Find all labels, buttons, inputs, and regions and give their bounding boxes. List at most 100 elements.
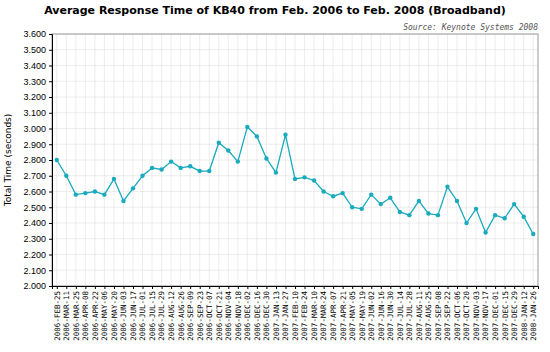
tick: 2006-OCT-07: [205, 286, 214, 341]
tick-mark: [362, 286, 363, 289]
tick-mark: [524, 286, 525, 289]
tick-mark: [133, 286, 134, 289]
x-tick-label: 2006-SEP-23: [196, 291, 205, 341]
x-tick-label: 2006-MAR-25: [72, 291, 81, 341]
x-tick-label: 2007-MAY-05: [348, 291, 357, 341]
x-tick-label: 2007-DEC-29: [510, 291, 519, 341]
tick: 2007-APR-21: [339, 286, 348, 341]
x-tick-label: 2007-AUG-25: [424, 291, 433, 341]
tick-mark: [181, 286, 182, 289]
y-tick-label: 2.700: [23, 171, 46, 181]
tick-mark: [247, 286, 248, 289]
chart: 2006-FEB-252006-MAR-112006-MAR-252006-AP…: [0, 0, 550, 352]
tick-mark: [49, 176, 52, 177]
grid-line: [275, 34, 276, 286]
x-tick-label: 2007-NOV-03: [472, 291, 481, 341]
tick-mark: [266, 286, 267, 289]
x-tick-label: 2007-SEP-08: [434, 291, 443, 341]
tick-mark: [49, 34, 52, 35]
point: [55, 158, 59, 162]
x-tick-label: 2007-MAR-24: [319, 291, 328, 341]
point: [169, 159, 173, 163]
tick-mark: [200, 286, 201, 289]
tick: 2006-DEC-30: [262, 286, 271, 341]
tick-mark: [505, 286, 506, 289]
tick-mark: [295, 286, 296, 289]
x-tick-label: 2006-OCT-21: [215, 291, 224, 341]
grid-line: [180, 34, 181, 286]
tick-mark: [49, 223, 52, 224]
tick: 2006-DEC-16: [253, 286, 262, 341]
point: [531, 232, 535, 236]
tick: 2.000: [23, 281, 52, 291]
tick-mark: [514, 286, 515, 289]
tick: 2006-FEB-25: [53, 286, 62, 341]
y-tick-label: 3.100: [23, 108, 46, 118]
point: [131, 186, 135, 190]
point: [178, 166, 182, 170]
grid-line: [380, 34, 381, 286]
tick: 2007-SEP-08: [434, 286, 443, 341]
x-tick-label: 2007-APR-21: [339, 291, 348, 341]
x-tick-label: 2007-NOV-17: [481, 291, 490, 341]
y-tick-label: 2.100: [23, 266, 46, 276]
point: [283, 133, 287, 137]
y-tick-label: 2.900: [23, 140, 46, 150]
point: [64, 174, 68, 178]
tick: 3.000: [23, 124, 52, 134]
tick-mark: [104, 286, 105, 289]
tick: 2006-MAY-20: [110, 286, 119, 341]
tick: 2006-JUN-03: [119, 286, 128, 341]
point: [159, 167, 163, 171]
tick: 2006-NOV-18: [234, 286, 243, 341]
x-tick-label: 2006-NOV-04: [224, 291, 233, 341]
x-tick-label: 2007-OCT-06: [453, 291, 462, 341]
x-tick-label: 2007-MAR-10: [310, 291, 319, 341]
point: [483, 230, 487, 234]
x-tick-label: 2007-JAN-13: [272, 291, 281, 341]
grid-line: [457, 34, 458, 286]
point: [502, 216, 506, 220]
tick-mark: [57, 286, 58, 289]
grid-line: [523, 34, 524, 286]
tick: 2007-DEC-01: [491, 286, 500, 341]
plot-frame: [52, 34, 538, 286]
tick-mark: [49, 207, 52, 208]
tick-mark: [428, 286, 429, 289]
tick: 2007-NOV-03: [472, 286, 481, 341]
tick-mark: [400, 286, 401, 289]
tick-mark: [343, 286, 344, 289]
tick: 2007-MAR-24: [319, 286, 328, 341]
x-tick-label: 2007-JUN-02: [367, 291, 376, 341]
tick-mark: [305, 286, 306, 289]
tick: 2007-FEB-24: [300, 286, 309, 341]
title: Average Response Time of KB40 from Feb. …: [44, 4, 506, 17]
grid-line: [352, 34, 353, 286]
point: [417, 199, 421, 203]
tick: 2007-OCT-20: [462, 286, 471, 341]
tick-mark: [49, 270, 52, 271]
tick-mark: [371, 286, 372, 289]
tick: 3.300: [23, 77, 52, 87]
tick: 2008-JAN-26: [529, 286, 538, 341]
grid-line: [209, 34, 210, 286]
tick-mark: [314, 286, 315, 289]
point: [245, 125, 249, 129]
tick: 2.300: [23, 234, 52, 244]
tick: 3.200: [23, 92, 52, 102]
tick-mark: [49, 160, 52, 161]
tick: 2007-DEC-29: [510, 286, 519, 341]
point: [321, 189, 325, 193]
grid-line: [333, 34, 334, 286]
point: [274, 170, 278, 174]
grid-line: [94, 34, 95, 286]
tick: 2006-NOV-04: [224, 286, 233, 341]
grid-line: [428, 34, 429, 286]
x-tick-label: 2006-DEC-02: [243, 291, 252, 341]
tick: 2006-AUG-26: [177, 286, 186, 341]
point: [369, 192, 373, 196]
tick: 2007-MAR-10: [310, 286, 319, 341]
point: [293, 177, 297, 181]
grid-line: [133, 34, 134, 286]
tick-mark: [49, 50, 52, 51]
